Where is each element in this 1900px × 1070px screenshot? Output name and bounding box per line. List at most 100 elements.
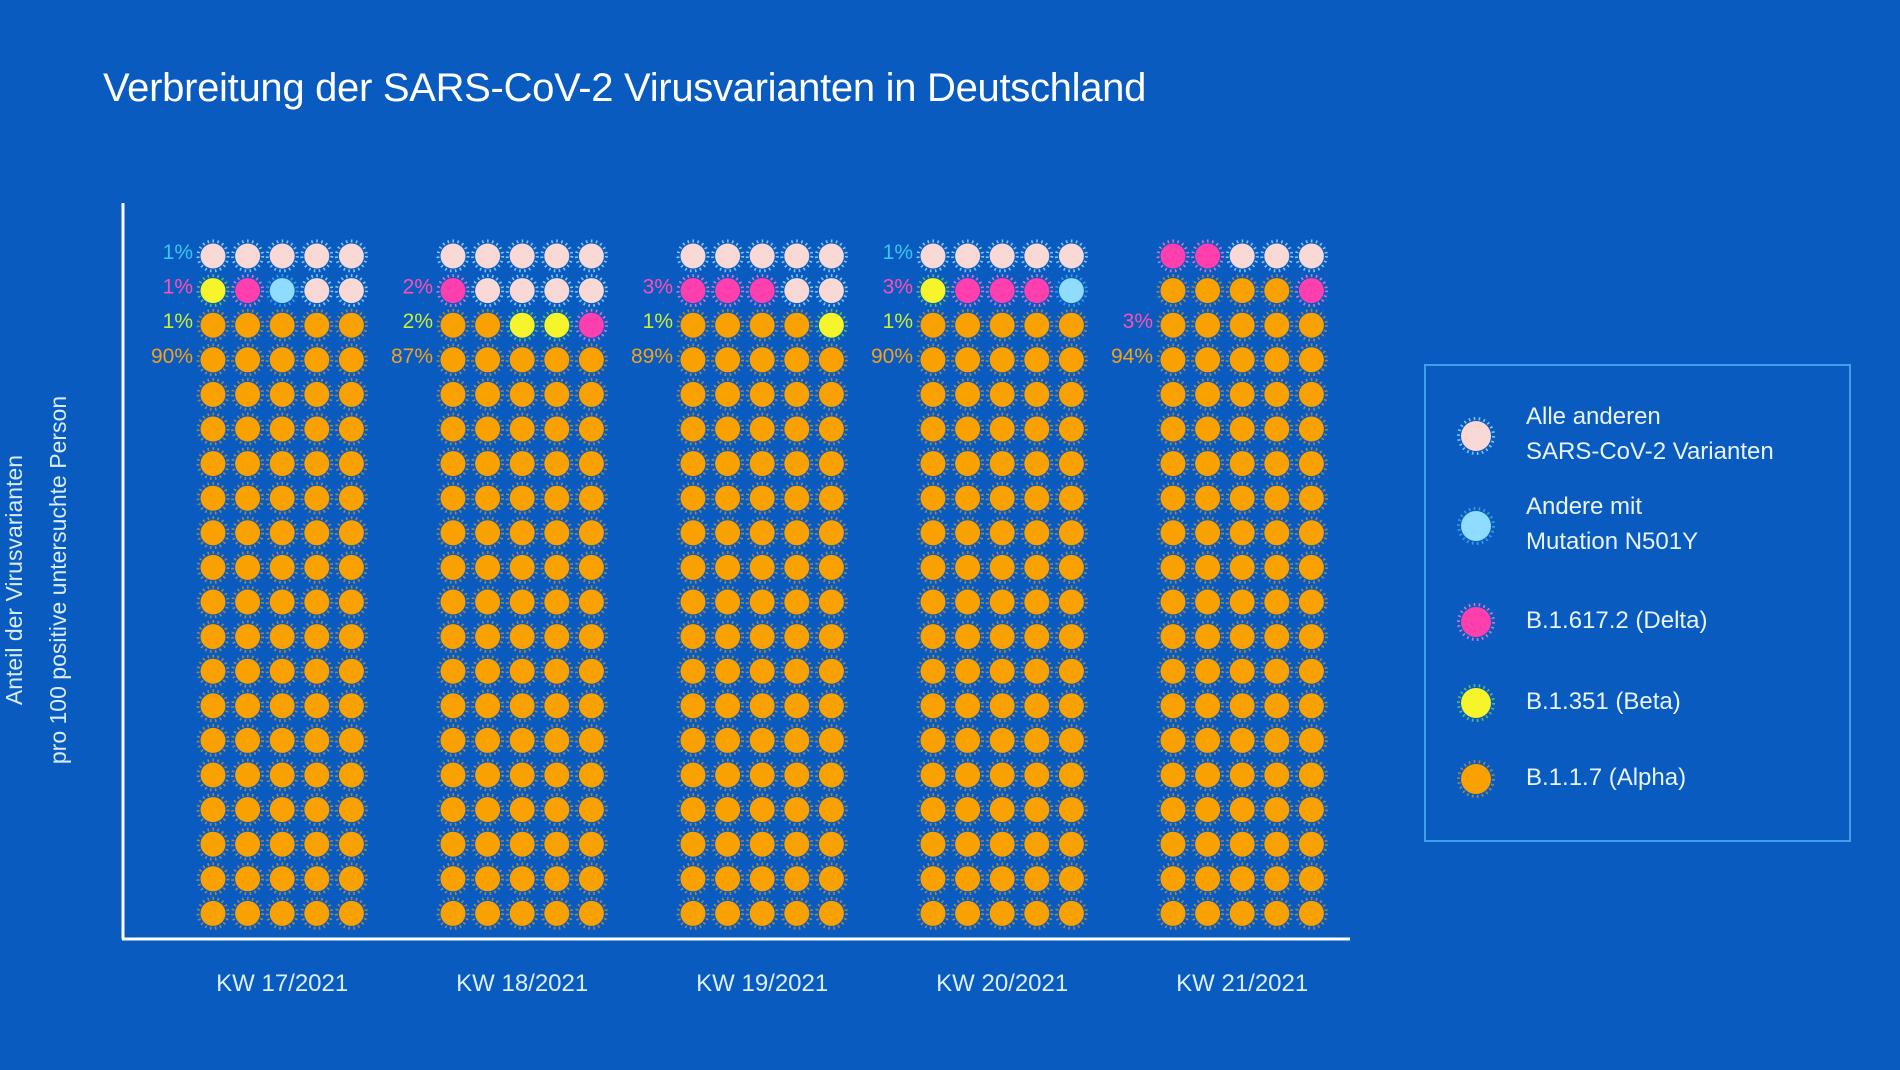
dot-alpha	[951, 758, 985, 792]
dot-alpha	[505, 447, 539, 481]
dot-alpha	[540, 481, 574, 515]
dot-alpha	[814, 377, 848, 411]
dot-alpha	[916, 827, 950, 861]
legend-dot-n501y	[1457, 507, 1495, 545]
dot-alpha	[196, 516, 230, 550]
dot-alpha	[676, 723, 710, 757]
dot-alpha	[1191, 654, 1225, 688]
dot-others	[334, 274, 368, 308]
dot-alpha	[300, 896, 334, 930]
dot-alpha	[471, 412, 505, 446]
dot-alpha	[334, 654, 368, 688]
dot-alpha	[745, 689, 779, 723]
dot-alpha	[1260, 343, 1294, 377]
dot-alpha	[985, 377, 1019, 411]
x-tick-label: KW 18/2021	[456, 970, 588, 997]
dot-alpha	[505, 654, 539, 688]
dot-alpha	[985, 654, 1019, 688]
dot-alpha	[265, 447, 299, 481]
dot-alpha	[1225, 481, 1259, 515]
dot-alpha	[300, 308, 334, 342]
dot-alpha	[231, 516, 265, 550]
dot-alpha	[574, 481, 608, 515]
dot-alpha	[436, 689, 470, 723]
dot-alpha	[265, 827, 299, 861]
dot-alpha	[540, 896, 574, 930]
dot-alpha	[780, 827, 814, 861]
dot-others	[745, 239, 779, 273]
dot-alpha	[505, 758, 539, 792]
dot-alpha	[471, 585, 505, 619]
dot-others	[471, 239, 505, 273]
dot-alpha	[1260, 827, 1294, 861]
dot-alpha	[300, 585, 334, 619]
dot-alpha	[676, 896, 710, 930]
dot-alpha	[1156, 585, 1190, 619]
x-tick-label: KW 19/2021	[696, 970, 828, 997]
dot-alpha	[780, 793, 814, 827]
dot-alpha	[676, 620, 710, 654]
dot-alpha	[711, 481, 745, 515]
dot-delta	[1156, 239, 1190, 273]
dot-alpha	[1020, 793, 1054, 827]
dot-alpha	[436, 585, 470, 619]
dot-alpha	[1260, 862, 1294, 896]
dot-alpha	[745, 516, 779, 550]
dot-alpha	[540, 723, 574, 757]
dot-alpha	[1020, 723, 1054, 757]
dot-alpha	[745, 862, 779, 896]
dot-alpha	[711, 723, 745, 757]
dot-alpha	[231, 343, 265, 377]
legend-dot-alpha	[1457, 760, 1495, 798]
dot-others	[196, 239, 230, 273]
dot-alpha	[1020, 308, 1054, 342]
dot-alpha	[951, 793, 985, 827]
dot-alpha	[1156, 793, 1190, 827]
dot-others	[985, 239, 1019, 273]
legend-label-line: B.1.1.7 (Alpha)	[1526, 763, 1687, 791]
dot-alpha	[814, 758, 848, 792]
legend-label-line: B.1.351 (Beta)	[1526, 687, 1681, 715]
dot-alpha	[334, 620, 368, 654]
dot-alpha	[1054, 758, 1088, 792]
dot-others	[540, 274, 574, 308]
dot-alpha	[711, 447, 745, 481]
percent-label-delta: 2%	[403, 276, 433, 299]
dot-alpha	[916, 377, 950, 411]
dot-alpha	[1054, 793, 1088, 827]
dot-alpha	[540, 550, 574, 584]
dot-alpha	[574, 827, 608, 861]
dot-alpha	[745, 793, 779, 827]
dot-alpha	[711, 308, 745, 342]
dot-alpha	[471, 654, 505, 688]
dot-alpha	[745, 827, 779, 861]
dot-alpha	[1020, 827, 1054, 861]
percent-label-beta: 2%	[403, 310, 433, 333]
dot-alpha	[1294, 654, 1328, 688]
dot-alpha	[505, 793, 539, 827]
dot-alpha	[231, 758, 265, 792]
dot-alpha	[231, 654, 265, 688]
dot-alpha	[1225, 412, 1259, 446]
dot-others	[780, 274, 814, 308]
dot-alpha	[1294, 793, 1328, 827]
dot-alpha	[574, 862, 608, 896]
dot-alpha	[711, 343, 745, 377]
dot-alpha	[540, 689, 574, 723]
dot-others	[300, 274, 334, 308]
dot-alpha	[1225, 516, 1259, 550]
dot-alpha	[985, 481, 1019, 515]
dot-alpha	[916, 620, 950, 654]
legend-label-line: Andere mit	[1526, 493, 1643, 520]
dot-alpha	[1020, 550, 1054, 584]
dot-alpha	[505, 343, 539, 377]
dot-alpha	[916, 412, 950, 446]
dot-alpha	[471, 481, 505, 515]
dot-alpha	[505, 481, 539, 515]
dot-n501y	[265, 274, 299, 308]
dot-beta	[505, 308, 539, 342]
dot-alpha	[436, 412, 470, 446]
dot-alpha	[505, 516, 539, 550]
dot-alpha	[676, 758, 710, 792]
dot-alpha	[780, 689, 814, 723]
